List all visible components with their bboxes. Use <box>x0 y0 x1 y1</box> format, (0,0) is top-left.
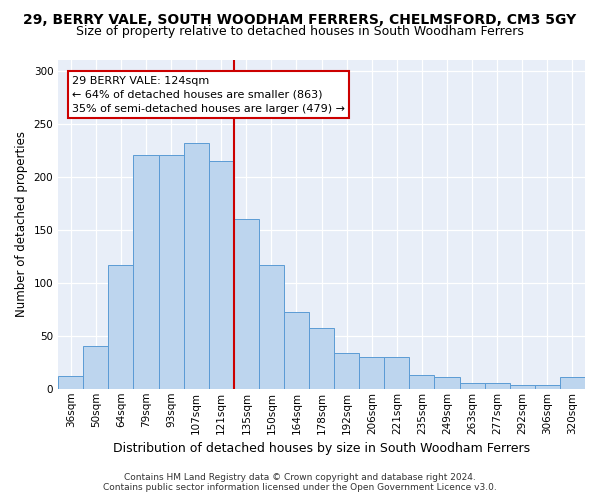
Bar <box>133 156 158 389</box>
Bar <box>209 161 234 389</box>
Text: 29, BERRY VALE, SOUTH WOODHAM FERRERS, CHELMSFORD, CM3 5GY: 29, BERRY VALE, SOUTH WOODHAM FERRERS, C… <box>23 12 577 26</box>
Bar <box>109 264 133 389</box>
X-axis label: Distribution of detached houses by size in South Woodham Ferrers: Distribution of detached houses by size … <box>113 442 530 455</box>
Bar <box>83 346 109 389</box>
Bar <box>284 312 309 389</box>
Bar <box>259 264 284 389</box>
Bar <box>510 384 535 389</box>
Bar <box>334 352 359 389</box>
Bar <box>184 142 209 389</box>
Y-axis label: Number of detached properties: Number of detached properties <box>15 132 28 318</box>
Bar <box>560 377 585 389</box>
Text: 29 BERRY VALE: 124sqm
← 64% of detached houses are smaller (863)
35% of semi-det: 29 BERRY VALE: 124sqm ← 64% of detached … <box>72 76 345 114</box>
Text: Size of property relative to detached houses in South Woodham Ferrers: Size of property relative to detached ho… <box>76 25 524 38</box>
Bar <box>535 384 560 389</box>
Bar <box>58 376 83 389</box>
Text: Contains HM Land Registry data © Crown copyright and database right 2024.
Contai: Contains HM Land Registry data © Crown c… <box>103 473 497 492</box>
Bar <box>485 384 510 389</box>
Bar <box>234 219 259 389</box>
Bar <box>158 156 184 389</box>
Bar <box>359 357 385 389</box>
Bar <box>409 375 434 389</box>
Bar <box>434 377 460 389</box>
Bar <box>460 384 485 389</box>
Bar <box>385 357 409 389</box>
Bar <box>309 328 334 389</box>
